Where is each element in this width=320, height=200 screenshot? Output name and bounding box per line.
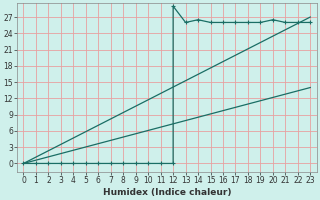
X-axis label: Humidex (Indice chaleur): Humidex (Indice chaleur) — [103, 188, 231, 197]
